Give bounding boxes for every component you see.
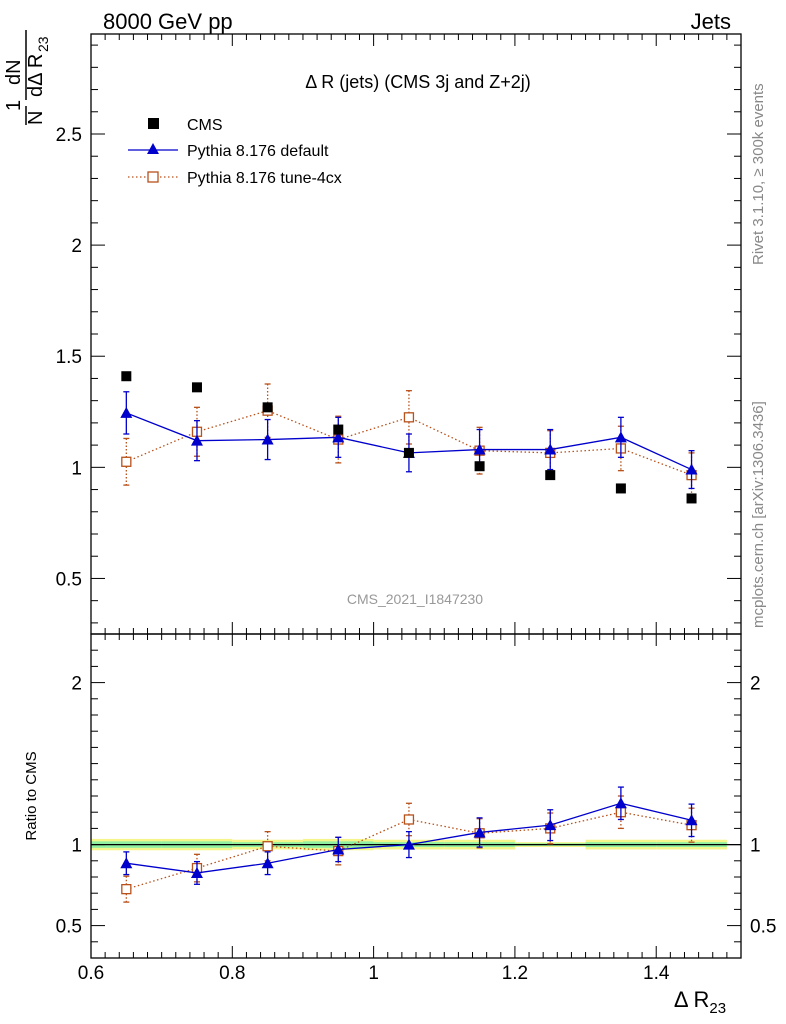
y-label-frac-1: 1 [3, 100, 25, 111]
cms-data-point [262, 402, 273, 413]
legend-label-4cx: Pythia 8.176 tune-4cx [187, 170, 342, 187]
legend-label-cms: CMS [187, 117, 223, 134]
default-ratio-point [402, 838, 415, 850]
ratio-plot-frame [90, 633, 742, 959]
legend-label-default: Pythia 8.176 default [187, 143, 329, 160]
rivet-label: Rivet 3.1.10, ≥ 300k events [750, 83, 767, 265]
y-tick-label: 0.5 [56, 569, 82, 590]
y-label-dn: dN [3, 59, 25, 85]
header-right-label: Jets [691, 9, 731, 34]
default-main-point [190, 434, 203, 446]
x-tick-label: 1.4 [643, 963, 670, 984]
cms-data-point [333, 424, 344, 435]
y-label-frac-n: N [25, 111, 47, 125]
default-ratio-point [190, 866, 203, 878]
analysis-watermark: CMS_2021_I1847230 [347, 591, 483, 607]
ratio-y-tick-label-right: 0.5 [750, 917, 776, 938]
x-axis-label: Δ R23 [674, 987, 726, 1017]
x-tick-label: 1.2 [502, 963, 528, 984]
default-main-point [473, 443, 486, 455]
data-marks [120, 371, 698, 903]
cms-data-point [545, 470, 556, 481]
tune4cx-ratio-point [403, 814, 415, 825]
ratio-y-tick-label: 2 [71, 674, 82, 695]
y-tick-label: 2.5 [56, 125, 82, 146]
default-main-point [332, 431, 345, 443]
cms-data-point [615, 483, 626, 494]
legend-marker-cms [148, 118, 159, 129]
y-label-ddr: dΔ R [25, 54, 47, 97]
ratio-y-tick-label-right: 1 [750, 836, 761, 857]
default-ratio-point [332, 843, 345, 855]
cms-uncertainty-bands [91, 838, 741, 851]
default-ratio-point [261, 857, 274, 869]
default-main-point [261, 433, 274, 445]
ratio-y-tick-label: 0.5 [56, 917, 82, 938]
tune4cx-ratio-point [121, 884, 132, 895]
x-tick-label: 0.8 [219, 963, 245, 984]
default-main-point [544, 443, 557, 455]
x-axis-label-main: Δ R [674, 987, 709, 1012]
legend-marker-4cx [147, 171, 159, 183]
tune4cx-ratio-point [262, 841, 273, 852]
tune4cx-main-point [403, 412, 415, 423]
default-ratio-point [544, 819, 557, 831]
x-tick-label: 1 [368, 963, 379, 984]
default-ratio-point [120, 857, 133, 869]
tune4cx-main-point [121, 456, 132, 467]
default-main-point [120, 406, 133, 418]
ratio-y-label: Ratio to CMS [23, 751, 40, 840]
default-main-point [685, 463, 698, 475]
cms-data-point [121, 371, 132, 382]
y-tick-label: 2 [71, 236, 82, 257]
x-axis-label-sub: 23 [709, 1000, 726, 1017]
cms-data-point [403, 447, 414, 458]
default-ratio-point [685, 814, 698, 826]
default-main-point [614, 431, 627, 443]
plot-title: Δ R (jets) (CMS 3j and Z+2j) [305, 72, 531, 92]
ratio-y-tick-label-right: 2 [750, 674, 761, 695]
y-axis-label: 1 N dN dΔ R 23 [3, 30, 51, 125]
default-ratio-point [473, 826, 486, 838]
x-tick-label: 0.6 [78, 963, 104, 984]
default-ratio-point [614, 797, 627, 809]
axes: 0.6 0.8 1 1.2 1.4 0.5 1 1.5 2 2.5 0.5 1 2 0.5 1 2 [56, 33, 776, 984]
cms-data-point [474, 461, 485, 472]
y-label-ddr-sub: 23 [35, 36, 51, 52]
cms-data-point [686, 493, 697, 504]
header-left-label: 8000 GeV pp [103, 9, 233, 34]
mcplots-label: mcplots.cern.ch [arXiv:1306.3436] [750, 401, 767, 628]
ratio-y-tick-label: 1 [71, 836, 82, 857]
legend-marker-default [147, 143, 159, 154]
legend: CMS Pythia 8.176 default Pythia 8.176 tu… [128, 117, 342, 187]
cms-data-point [191, 382, 202, 393]
y-tick-label: 1 [71, 458, 82, 479]
y-tick-label: 1.5 [56, 347, 82, 368]
